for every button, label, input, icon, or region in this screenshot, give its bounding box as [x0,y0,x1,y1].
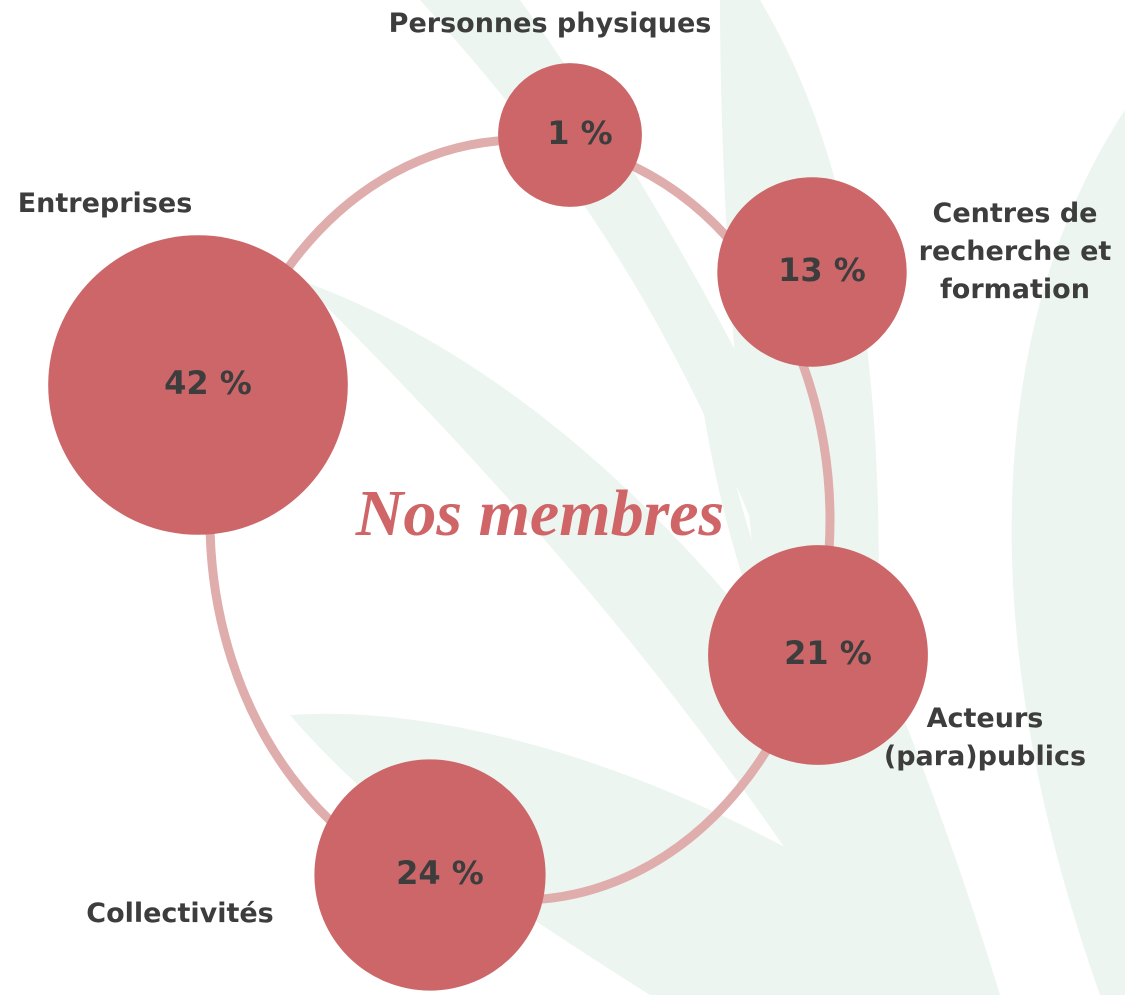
value-label: 42 % [164,364,252,402]
category-label: Centres de recherche et formation [910,195,1120,309]
category-label: Acteurs (para)publics [870,700,1100,776]
value-label: 21 % [784,634,872,672]
infographic: Nos membres 42 % 1 % 13 % 21 % 24 % Entrepri… [0,0,1125,995]
category-label: Collectivités [60,895,300,933]
chart: Nos membres 42 % 1 % 13 % 21 % 24 % [0,0,1125,995]
value-label: 13 % [778,251,866,289]
category-label: Personnes physiques [360,5,740,43]
chart-title: Nos membres [355,477,724,550]
value-label: 1 % [547,114,612,152]
value-label: 24 % [396,854,484,892]
category-label: Entreprises [10,185,200,223]
